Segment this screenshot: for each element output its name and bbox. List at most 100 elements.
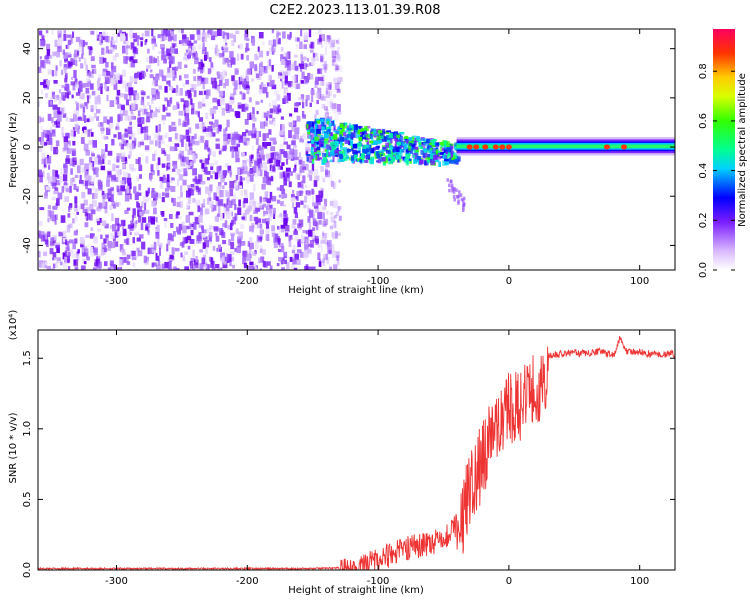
noise-cell [243,198,248,204]
noise-cell [333,109,337,114]
noise-cell [286,172,290,178]
noise-cell [115,73,121,81]
noise-cell [218,79,223,86]
noise-cell [312,196,314,203]
noise-cell [153,77,158,85]
noise-cell [218,184,222,189]
noise-cell [86,213,89,221]
transition-cell [422,153,426,158]
noise-cell [297,182,302,188]
noise-cell [331,199,336,206]
noise-cell [333,259,337,265]
noise-cell [161,196,165,203]
transition-cell [311,121,315,127]
transition-cell [351,148,354,152]
noise-cell [312,214,315,220]
noise-cell [332,56,337,63]
noise-cell [66,247,70,252]
noise-cell [229,180,235,189]
noise-cell [195,199,201,207]
noise-cell [112,163,116,172]
noise-cell [123,172,128,177]
noise-cell [269,204,273,209]
noise-cell [324,65,327,69]
noise-cell [173,231,176,237]
noise-cell [212,132,216,137]
noise-cell [171,247,175,255]
noise-cell [282,193,288,199]
noise-cell [106,86,109,92]
noise-cell [114,157,118,162]
noise-cell [220,174,225,183]
noise-cell [303,44,307,49]
noise-cell [88,189,91,195]
noise-cell [157,170,160,176]
noise-cell [259,196,262,205]
noise-cell [212,97,218,103]
noise-cell [60,169,63,175]
noise-cell [200,59,203,65]
transition-cell [366,138,370,141]
noise-cell [320,62,324,67]
noise-cell [324,38,329,46]
noise-cell [171,168,176,172]
noise-cell [220,98,225,106]
noise-cell [38,169,42,175]
noise-cell [124,194,130,202]
noise-cell [267,217,270,224]
noise-cell [250,169,253,174]
noise-cell [165,30,170,37]
noise-cell [221,46,225,51]
noise-cell [126,177,132,184]
noise-cell [125,140,129,145]
noise-cell [185,214,191,223]
noise-cell [59,60,62,67]
noise-cell [130,60,136,68]
noise-cell [219,189,224,198]
transition-cell [355,150,361,154]
xtick-label: -100 [367,276,390,287]
noise-cell [52,238,57,244]
noise-cell [216,192,221,200]
transition-cell [395,132,398,138]
snr-multiplier: (x10⁴) [8,310,19,341]
noise-cell [63,64,68,70]
noise-cell [307,131,312,139]
noise-cell [120,144,125,150]
noise-cell [170,70,175,78]
noise-cell [223,207,227,213]
noise-cell [256,111,259,115]
tail-cell [453,187,456,191]
noise-cell [137,250,143,257]
noise-cell [63,142,69,150]
noise-cell [118,113,123,121]
noise-cell [308,169,313,175]
transition-cell [422,147,428,151]
noise-cell [43,192,48,199]
noise-cell [111,201,115,206]
noise-cell [231,234,235,242]
noise-cell [130,167,136,172]
noise-cell [169,55,174,63]
noise-cell [288,130,292,139]
noise-cell [117,132,122,140]
noise-cell [109,190,115,197]
transition-cell [353,125,358,131]
noise-cell [236,143,241,148]
transition-cell [412,155,416,158]
noise-cell [283,136,286,141]
tail-cell [462,199,465,203]
noise-cell [247,241,250,247]
noise-cell [221,107,226,116]
noise-cell [224,47,229,53]
noise-cell [61,84,67,89]
noise-cell [141,217,147,223]
noise-cell [149,105,152,110]
noise-cell [132,46,137,53]
noise-cell [159,176,164,182]
noise-cell [293,230,298,235]
noise-cell [62,95,66,101]
noise-cell [220,252,225,258]
noise-cell [47,217,50,223]
noise-cell [201,32,207,39]
